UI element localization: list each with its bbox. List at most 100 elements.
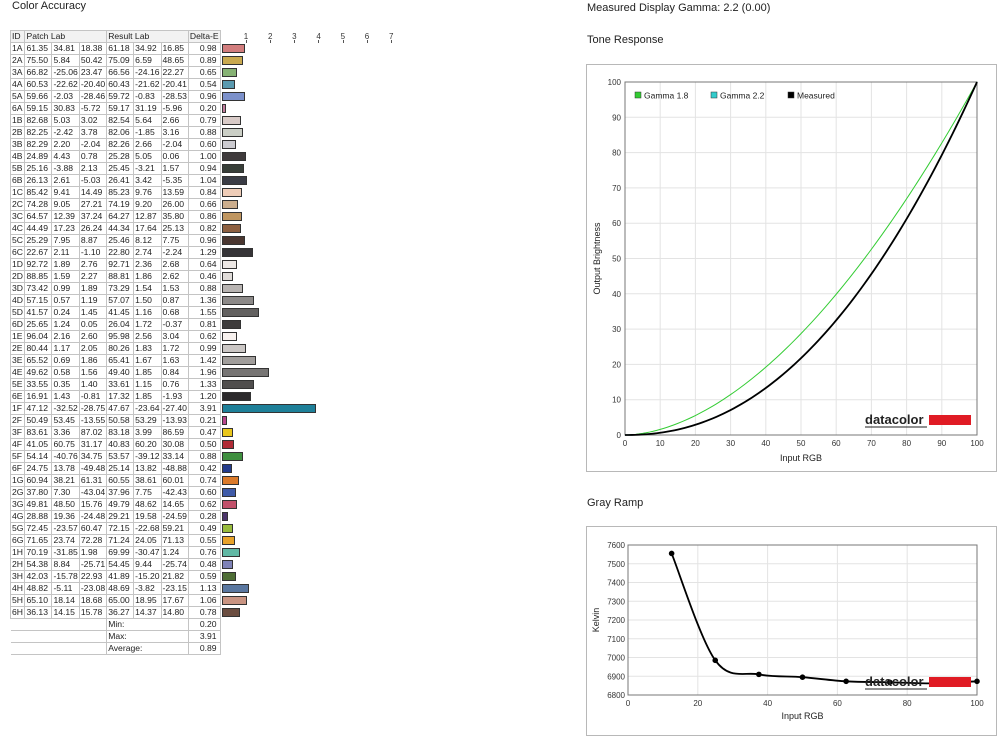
result-lab-value: 8.12: [133, 234, 162, 247]
delta-e-bar-cell: [219, 66, 410, 79]
delta-e-bar-cell: [219, 450, 410, 463]
result-lab-value: 65.00: [106, 594, 135, 607]
result-lab-value: 40.83: [106, 438, 135, 451]
patch-lab-value: 50.49: [24, 414, 53, 427]
patch-id: 4F: [9, 438, 26, 451]
result-lab-value: -2.24: [160, 246, 189, 259]
table-row: 6C 22.67 2.11 -1.10 22.80 2.74 -2.24 1.29: [9, 246, 410, 259]
patch-lab-value: 18.38: [78, 42, 108, 55]
delta-e-bar: [221, 187, 242, 197]
result-lab-value: -24.59: [160, 510, 189, 523]
patch-lab-value: 13.78: [51, 462, 80, 475]
result-lab-value: 82.06: [106, 126, 135, 139]
plot-frame: [627, 544, 978, 696]
result-lab-value: 36.27: [106, 606, 135, 619]
delta-e-bar: [221, 583, 249, 593]
table-row: 5C 25.29 7.95 8.87 25.46 8.12 7.75 0.96: [9, 234, 410, 247]
table-row: 1B 82.68 5.03 3.02 82.54 5.64 2.66 0.79: [9, 114, 410, 127]
table-row: 4C 44.49 17.23 26.24 44.34 17.64 25.13 0.82: [9, 222, 410, 235]
patch-id: 2F: [9, 414, 26, 427]
patch-lab-value: 15.78: [78, 606, 108, 619]
table-row: 1A 61.35 34.81 18.38 61.18 34.92 16.85 0.98: [9, 42, 410, 55]
result-lab-value: 2.68: [160, 258, 189, 271]
delta-e-bar-cell: [219, 510, 410, 523]
patch-lab-value: -1.10: [78, 246, 108, 259]
result-lab-value: 49.40: [106, 366, 135, 379]
result-lab-value: 25.45: [106, 162, 135, 175]
result-lab-value: 73.29: [106, 282, 135, 295]
delta-e-bar: [221, 451, 243, 461]
patch-lab-value: 14.49: [78, 186, 108, 199]
x-tick-label: 100: [970, 439, 984, 448]
delta-e-bar: [221, 547, 240, 557]
result-lab-value: 44.34: [106, 222, 135, 235]
legend-label: Gamma 1.8: [644, 91, 689, 101]
tone-response-svg: 0 10 20 30 40 50 60 70 80 90 100 0 10 20 30 40 50 60 70 80 9…: [592, 78, 984, 463]
patch-lab-value: -49.48: [78, 462, 108, 475]
patch-id: 3G: [9, 498, 26, 511]
gray-ramp-chart: 0 20 40 60 80 100 6800 6900 7000 7100 7200 7300 7400…: [586, 526, 997, 736]
patch-id: 4G: [9, 510, 26, 523]
delta-e-value: 0.62: [187, 330, 221, 343]
delta-e-value: 0.82: [187, 222, 221, 235]
patch-lab-value: 0.05: [78, 318, 108, 331]
delta-e-bar-cell: [219, 330, 410, 343]
patch-id: 1H: [9, 546, 26, 559]
delta-e-bar-cell: [219, 546, 410, 559]
result-lab-value: 61.18: [106, 42, 135, 55]
delta-e-value: 1.06: [187, 594, 221, 607]
patch-lab-value: 1.43: [51, 390, 80, 403]
delta-e-value: 1.36: [187, 294, 221, 307]
result-lab-value: 47.67: [106, 402, 135, 415]
patch-lab-value: 61.31: [78, 474, 108, 487]
patch-id: 6B: [9, 174, 26, 187]
result-lab-value: -15.20: [133, 570, 162, 583]
delta-e-bar-cell: [219, 582, 410, 595]
series-line: [624, 81, 978, 436]
result-lab-value: 21.82: [160, 570, 189, 583]
y-axis-label: Output Brightness: [592, 222, 602, 295]
result-lab-value: -1.85: [133, 126, 162, 139]
patch-lab-value: 19.36: [51, 510, 80, 523]
result-lab-value: 2.74: [133, 246, 162, 259]
patch-lab-value: 33.55: [24, 378, 53, 391]
patch-lab-value: -28.75: [78, 402, 108, 415]
summary-spacer: [10, 618, 107, 631]
delta-e-value: 0.86: [187, 210, 221, 223]
result-lab-value: 59.72: [106, 90, 135, 103]
table-row: 3F 83.61 3.36 87.02 83.18 3.99 86.59 0.47: [9, 426, 410, 439]
delta-e-bar: [221, 259, 238, 269]
delta-e-bar: [221, 523, 234, 533]
table-row: 3E 65.52 0.69 1.86 65.41 1.67 1.63 1.42: [9, 354, 410, 367]
delta-e-bar-cell: [219, 258, 410, 271]
patch-id: 6C: [9, 246, 26, 259]
delta-e-value: 0.46: [187, 270, 221, 283]
patch-lab-value: 54.14: [24, 450, 53, 463]
patch-lab-value: 24.89: [24, 150, 53, 163]
delta-e-bar-cell: [219, 354, 410, 367]
table-row: 2F 50.49 53.45 -13.55 50.58 53.29 -13.93 0.21: [9, 414, 410, 427]
summary-row: Average: 0.89: [10, 642, 410, 655]
scale-tick-mark: [366, 39, 368, 43]
patch-lab-value: 36.13: [24, 606, 53, 619]
result-lab-value: 53.29: [133, 414, 162, 427]
delta-e-value: 0.84: [187, 186, 221, 199]
patch-id: 6F: [9, 462, 26, 475]
patch-lab-value: 2.16: [51, 330, 80, 343]
header-delta-e: Delta-E: [187, 30, 221, 43]
table-header-row: ID Patch Lab Result Lab Delta-E 1 2 3 4 5 6 7: [9, 30, 410, 43]
delta-e-bar: [221, 91, 245, 101]
patch-lab-value: 75.50: [24, 54, 53, 67]
result-lab-value: 1.63: [160, 354, 189, 367]
patch-lab-value: 5.03: [51, 114, 80, 127]
result-lab-value: 1.15: [133, 378, 162, 391]
patch-lab-value: 22.67: [24, 246, 53, 259]
patch-lab-value: 9.41: [51, 186, 80, 199]
patch-lab-value: 28.88: [24, 510, 53, 523]
patch-lab-value: 82.68: [24, 114, 53, 127]
y-tick-label: 7100: [607, 635, 625, 644]
delta-e-bar: [221, 607, 241, 617]
delta-e-bar: [221, 511, 229, 521]
patch-lab-value: 49.62: [24, 366, 53, 379]
